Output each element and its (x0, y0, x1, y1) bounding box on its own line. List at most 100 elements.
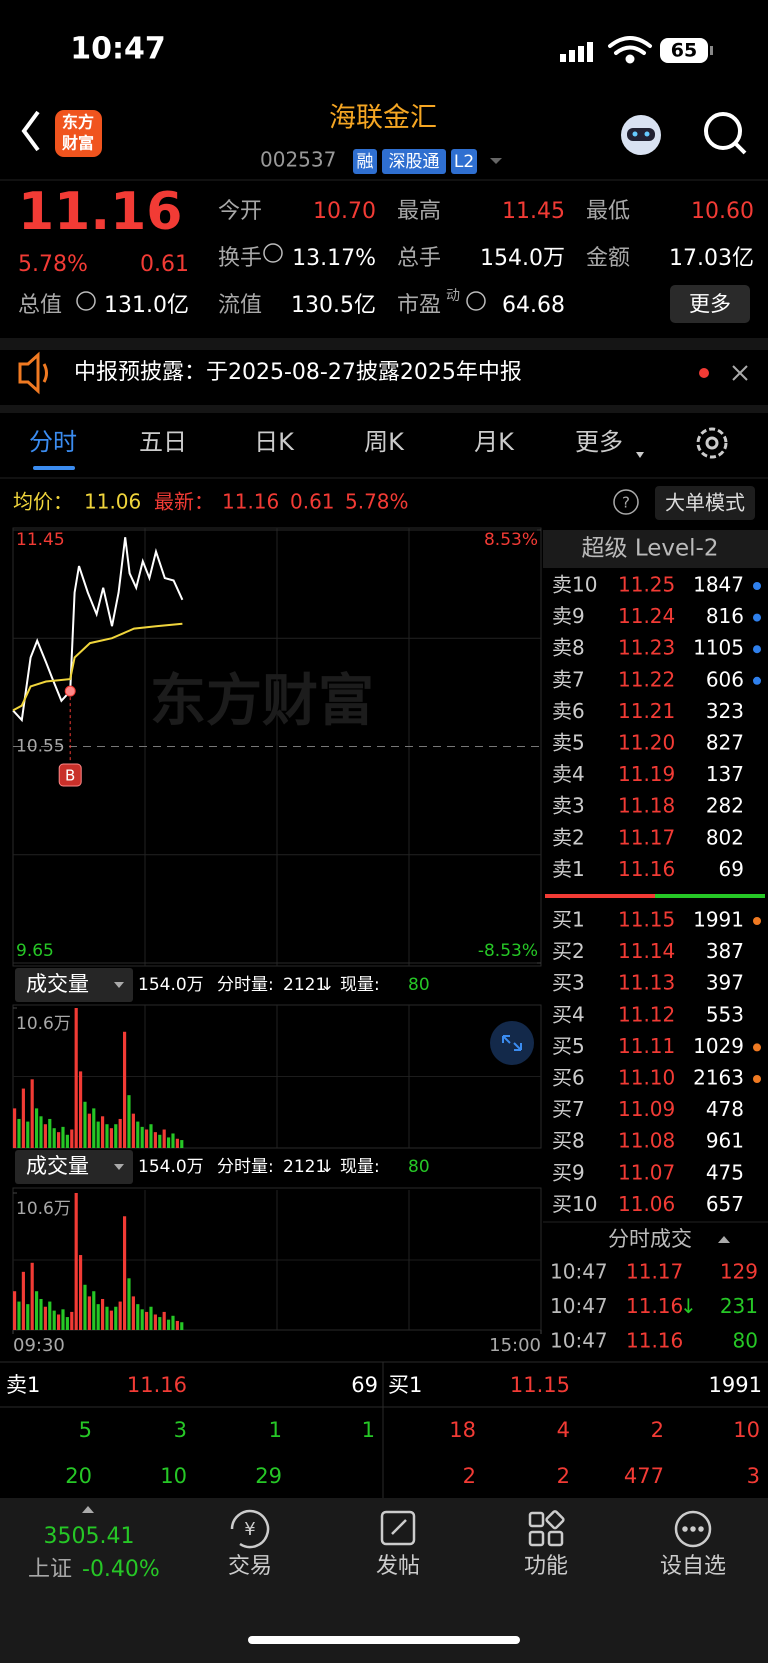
tab-indicator (33, 466, 75, 470)
volume-bar (149, 1306, 153, 1330)
ask-stat: 1 (269, 1418, 282, 1442)
ask-label: 卖1 (6, 1373, 40, 1397)
expand-icon (502, 1035, 522, 1051)
indicator-selector[interactable] (15, 968, 133, 1002)
direction-arrow: ↓ (320, 1157, 334, 1177)
level-price: 11.17 (618, 825, 675, 849)
level-volume: 1991 (693, 908, 744, 932)
level-price: 11.09 (618, 1097, 675, 1121)
large-order-dot (753, 582, 761, 590)
volume-bar (87, 1113, 91, 1148)
close-button[interactable] (732, 365, 748, 381)
mode-button[interactable] (655, 486, 755, 520)
chart-tab: 五日 (139, 428, 187, 456)
info-icon[interactable] (76, 243, 486, 311)
field-value: 10.70 (313, 199, 376, 224)
volume-bar (70, 1311, 74, 1330)
indicator-selector[interactable] (15, 1150, 133, 1184)
logo[interactable] (55, 110, 102, 157)
volume-bar (30, 1079, 34, 1148)
trade-price: 11.16 (626, 1329, 683, 1353)
volume-bar (145, 1129, 149, 1148)
tag: 深股通 (389, 152, 440, 172)
y-tick-label: 11.45 (16, 530, 65, 550)
volume-bar (87, 1296, 91, 1330)
volume-bar (35, 1108, 39, 1148)
expand-button[interactable] (490, 1021, 534, 1065)
indicator-name: 成交量 (26, 1154, 89, 1178)
volume-bar (83, 1101, 87, 1148)
bid-stat: 2 (463, 1464, 476, 1488)
current-volume: 80 (408, 975, 430, 995)
back-button[interactable] (21, 110, 40, 152)
ask-stat: 20 (65, 1464, 92, 1488)
x-tick-label: 15:00 (489, 1335, 541, 1356)
volume-bar (65, 1317, 69, 1330)
battery-level: 65 (671, 40, 697, 62)
tag-badge (451, 149, 477, 174)
ask-price: 11.16 (127, 1373, 187, 1397)
level-volume: 478 (706, 1097, 744, 1121)
level-price: 11.20 (618, 731, 675, 755)
help-icon[interactable] (613, 489, 639, 515)
volume-bar (127, 1278, 131, 1330)
current-volume: 80 (408, 1157, 430, 1177)
level-label: 卖4 (552, 762, 585, 786)
level-volume: 323 (706, 699, 744, 723)
order-book-title: 超级 Level-2 (582, 536, 719, 562)
watermark: 东方财富 (150, 669, 374, 734)
volume-bar (43, 1306, 47, 1330)
tag: 融 (357, 152, 374, 172)
tab-label[interactable]: 设自选 (660, 1554, 726, 1579)
price-line (12, 537, 184, 723)
large-order-dot (753, 917, 761, 925)
field-value: 130.5亿 (291, 293, 376, 318)
volume-bar (162, 1311, 166, 1330)
price-line (12, 622, 183, 712)
logo-text: 财富 (61, 134, 94, 153)
post-icon[interactable] (380, 1510, 416, 1546)
tab-label[interactable]: 交易 (228, 1554, 272, 1579)
order-book-header (543, 530, 768, 568)
level-price: 11.25 (618, 573, 675, 597)
chart-tab: 分时 (29, 428, 77, 456)
volume-bar (79, 1255, 83, 1330)
level-price: 11.06 (618, 1192, 675, 1216)
function-icon[interactable] (528, 1510, 565, 1547)
volume-bar (180, 1322, 184, 1330)
level-volume: 2163 (693, 1066, 744, 1090)
more-button[interactable] (670, 285, 750, 323)
last-price: 11.16 (18, 182, 182, 242)
trade-time: 10:47 (550, 1294, 608, 1318)
settings-button[interactable] (696, 427, 728, 459)
level-price: 11.19 (618, 762, 675, 786)
level-label: 卖3 (552, 794, 585, 818)
minute-volume: 2121 (283, 975, 326, 995)
large-order-dot (753, 1043, 761, 1052)
search-button[interactable] (704, 112, 747, 155)
trade-badge (58, 763, 82, 787)
tab-label[interactable]: 发帖 (376, 1554, 420, 1579)
y-tick-label: 10.6万 (16, 1014, 71, 1034)
trade-icon[interactable]: ¥ (230, 1509, 270, 1549)
latest-value: 11.16 (222, 490, 279, 514)
trade-marker: B (65, 767, 75, 785)
chart-tab: 月K (474, 428, 515, 456)
bid-bar (655, 894, 765, 898)
level-price: 11.12 (618, 1002, 675, 1026)
tab-label[interactable]: 功能 (524, 1554, 568, 1579)
level-label: 买1 (552, 908, 585, 932)
volume-bar (21, 1271, 25, 1330)
separator (0, 338, 768, 350)
assistant-avatar[interactable] (621, 115, 661, 155)
level-label: 卖6 (552, 699, 585, 723)
trade-volume: 231 (720, 1294, 758, 1318)
volume-bar (114, 1124, 118, 1148)
level-volume: 387 (706, 939, 744, 963)
volume-bar (167, 1137, 171, 1148)
volume-bar (52, 1310, 56, 1330)
watchlist-icon[interactable] (674, 1510, 712, 1548)
index-value: 3505.41 (44, 1524, 135, 1549)
bid-stat: 10 (733, 1418, 760, 1442)
volume-bar (101, 1298, 105, 1330)
